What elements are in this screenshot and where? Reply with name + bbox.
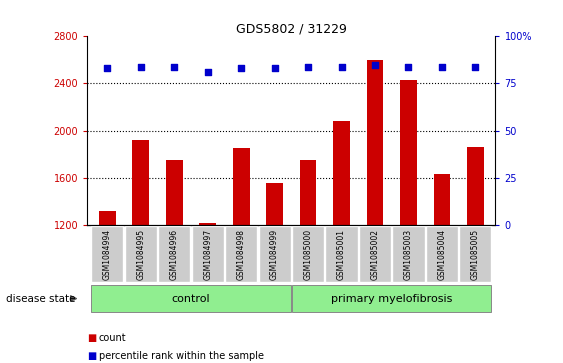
Point (404, 64, 413, 69)
Text: GSM1085003: GSM1085003 (404, 229, 413, 280)
Point (103, 65, 112, 71)
Bar (333, 121, 350, 225)
Point (471, 64, 480, 69)
Bar (359, 226, 391, 282)
Point (236, 65, 245, 71)
Text: disease state: disease state (6, 294, 75, 303)
Bar (325, 226, 358, 282)
Bar (292, 226, 324, 282)
Text: GSM1085000: GSM1085000 (303, 229, 312, 280)
Bar (266, 183, 283, 225)
Bar (292, 285, 491, 313)
Bar (367, 60, 383, 225)
Point (437, 64, 446, 69)
Bar (158, 226, 190, 282)
Bar (166, 160, 182, 225)
Text: count: count (99, 333, 126, 343)
Text: GSM1085005: GSM1085005 (471, 229, 480, 280)
Title: GDS5802 / 31229: GDS5802 / 31229 (236, 22, 347, 35)
Bar (132, 140, 149, 225)
Bar (233, 148, 249, 225)
Bar (99, 211, 116, 225)
Point (370, 62, 379, 68)
Text: GSM1084999: GSM1084999 (270, 229, 279, 280)
Text: GSM1084996: GSM1084996 (170, 229, 179, 280)
Bar (225, 226, 257, 282)
Text: GSM1084997: GSM1084997 (203, 229, 212, 280)
Text: control: control (172, 294, 211, 303)
Text: GSM1084998: GSM1084998 (236, 229, 245, 280)
Bar (300, 160, 316, 225)
Bar (91, 226, 123, 282)
Bar (434, 174, 450, 225)
Point (136, 64, 145, 69)
Point (337, 64, 346, 69)
Text: ■: ■ (87, 333, 96, 343)
Text: GSM1085002: GSM1085002 (370, 229, 379, 280)
Text: percentile rank within the sample: percentile rank within the sample (99, 351, 263, 361)
Bar (426, 226, 458, 282)
Text: ■: ■ (87, 351, 96, 361)
Point (203, 69, 212, 75)
Text: GSM1085001: GSM1085001 (337, 229, 346, 280)
Bar (459, 226, 491, 282)
Text: GSM1085004: GSM1085004 (437, 229, 446, 280)
Bar (400, 80, 417, 225)
Bar (258, 226, 291, 282)
Point (303, 64, 312, 69)
Bar (91, 285, 291, 313)
Bar (199, 223, 216, 225)
Bar (191, 226, 224, 282)
Text: GSM1084995: GSM1084995 (136, 229, 145, 280)
Bar (392, 226, 425, 282)
Text: primary myelofibrosis: primary myelofibrosis (331, 294, 453, 303)
Text: GSM1084994: GSM1084994 (103, 229, 112, 280)
Point (270, 65, 279, 71)
Bar (467, 147, 484, 225)
Point (170, 64, 179, 69)
Bar (125, 226, 157, 282)
